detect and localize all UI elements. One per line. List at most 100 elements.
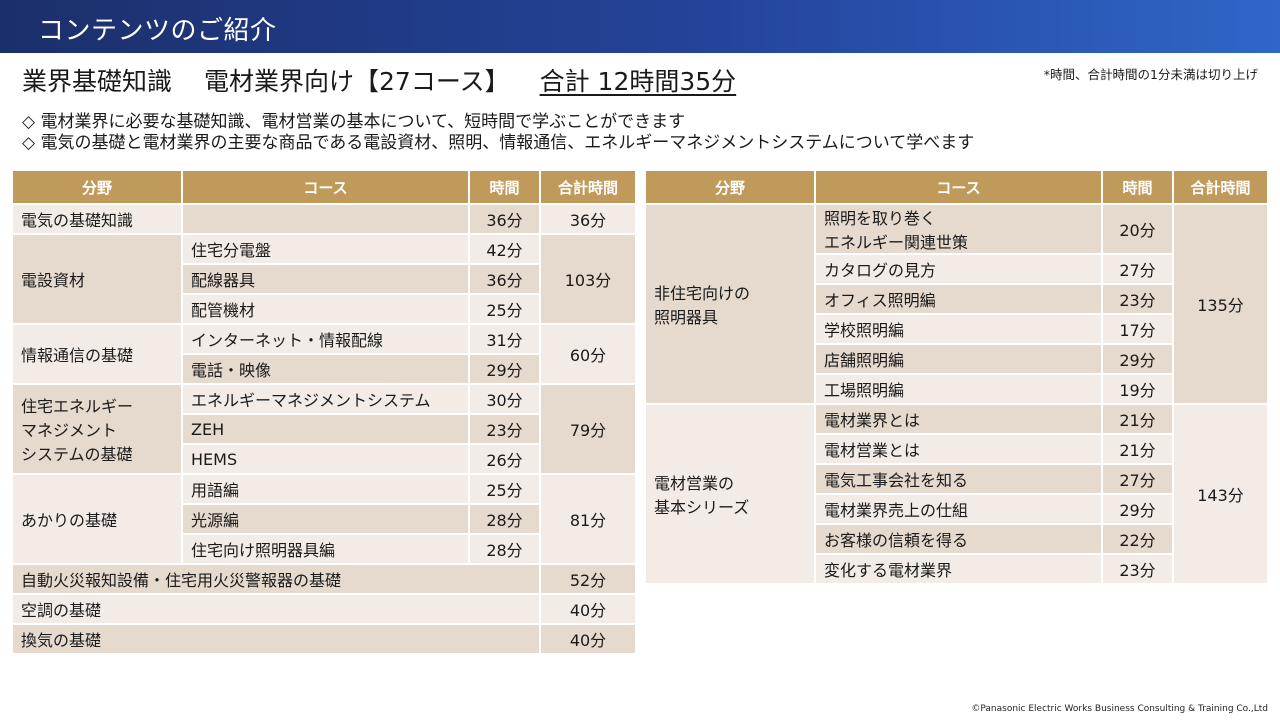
table-row: 電材業界売上の仕組 29分 <box>645 493 1268 525</box>
time-cell: 29分 <box>468 353 541 385</box>
description-bullets: ◇ 電材業界に必要な基礎知識、電材営業の基本について、短時間で学ぶことができます… <box>22 112 974 154</box>
time-cell: 23分 <box>468 413 541 445</box>
header-field: 分野 <box>11 169 183 205</box>
field-cell: あかりの基礎 <box>11 473 183 565</box>
field-cell: 情報通信の基礎 <box>11 323 183 385</box>
bullet-item: ◇ 電材業界に必要な基礎知識、電材営業の基本について、短時間で学ぶことができます <box>22 112 686 132</box>
total-cell: 79分 <box>539 383 637 475</box>
time-cell: 31分 <box>468 323 541 355</box>
time-cell: 28分 <box>468 503 541 535</box>
header-course: コース <box>181 169 470 205</box>
field-cell: 電材営業の 基本シリーズ <box>644 403 816 585</box>
table-row: オフィス照明編 23分 <box>645 283 1268 315</box>
total-cell: 135分 <box>1172 203 1269 405</box>
table-row: 電材営業の 基本シリーズ 電材業界とは 21分 143分 <box>644 403 1269 585</box>
copyright: ©Panasonic Electric Works Business Consu… <box>971 704 1268 714</box>
course-cell: 配線器具 <box>181 263 470 295</box>
time-cell: 23分 <box>1101 283 1174 315</box>
total-cell: 52分 <box>539 563 637 595</box>
course-cell <box>181 203 470 235</box>
time-cell: 42分 <box>468 233 541 265</box>
field-cell: 住宅エネルギー マネジメント システムの基礎 <box>11 383 183 475</box>
course-cell: 住宅向け照明器具編 <box>181 533 470 565</box>
course-cell: HEMS <box>181 443 470 475</box>
left-course-table: 分野 コース 時間 合計時間 電気の基礎知識 36分 36分 電設資材 住宅分電盤 42分… <box>11 169 637 655</box>
course-cell: お客様の信頼を得る <box>814 523 1103 555</box>
header-time: 時間 <box>468 169 541 205</box>
time-cell: 27分 <box>1101 463 1174 495</box>
table-row: 変化する電材業界 23分 <box>645 553 1268 585</box>
headline-field: 業界基礎知識 <box>22 67 173 96</box>
table-row: ZEH 23分 <box>12 413 636 445</box>
time-cell: 17分 <box>1101 313 1174 345</box>
total-cell: 60分 <box>539 323 637 385</box>
headline-target: 電材業界向け【27コース】 <box>204 67 510 96</box>
time-cell: 29分 <box>1101 493 1174 525</box>
table-row: 店舗照明編 29分 <box>645 343 1268 375</box>
course-cell: エネルギーマネジメントシステム <box>181 383 470 415</box>
course-cell: 配管機材 <box>181 293 470 325</box>
total-cell: 40分 <box>539 593 637 625</box>
course-cell: オフィス照明編 <box>814 283 1103 315</box>
time-cell: 29分 <box>1101 343 1174 375</box>
table-row: 電話・映像 29分 <box>12 353 636 385</box>
total-cell: 40分 <box>539 623 637 655</box>
course-cell: 電話・映像 <box>181 353 470 385</box>
bullet-item: ◇ 電気の基礎と電材業界の主要な商品である電設資材、照明、情報通信、エネルギーマ… <box>22 133 975 153</box>
time-cell: 25分 <box>468 293 541 325</box>
headline: 業界基礎知識 電材業界向け【27コース】 合計 12時間35分 <box>22 62 736 98</box>
time-cell: 25分 <box>468 473 541 505</box>
course-cell: カタログの見方 <box>814 253 1103 285</box>
time-cell: 27分 <box>1101 253 1174 285</box>
course-cell: 電材営業とは <box>814 433 1103 465</box>
wide-label-cell: 換気の基礎 <box>11 623 541 655</box>
course-cell: 用語編 <box>181 473 470 505</box>
course-cell: 照明を取り巻く エネルギー関連世策 <box>814 203 1103 255</box>
course-cell: 変化する電材業界 <box>814 553 1103 585</box>
field-cell: 電設資材 <box>11 233 183 325</box>
course-cell: 光源編 <box>181 503 470 535</box>
table-row: 配管機材 25分 <box>12 293 636 325</box>
table-row: あかりの基礎 用語編 25分 81分 <box>11 473 637 565</box>
header-course: コース <box>814 169 1103 205</box>
course-cell: 住宅分電盤 <box>181 233 470 265</box>
time-cell: 26分 <box>468 443 541 475</box>
table-row: お客様の信頼を得る 22分 <box>645 523 1268 555</box>
time-cell: 36分 <box>468 263 541 295</box>
time-cell: 23分 <box>1101 553 1174 585</box>
wide-label-cell: 自動火災報知設備・住宅用火災警報器の基礎 <box>11 563 541 595</box>
rounding-note: *時間、合計時間の1分未満は切り上げ <box>1043 67 1258 82</box>
course-cell: 店舗照明編 <box>814 343 1103 375</box>
course-cell: 電材業界売上の仕組 <box>814 493 1103 525</box>
table-row: 空調の基礎 40分 <box>11 593 637 625</box>
right-course-table: 分野 コース 時間 合計時間 非住宅向けの 照明器具 照明を取り巻く エネルギー関連世… <box>644 169 1269 585</box>
table-row: HEMS 26分 <box>12 443 636 475</box>
table-header-row: 分野 コース 時間 合計時間 <box>11 169 637 205</box>
header-field: 分野 <box>644 169 816 205</box>
course-cell: 工場照明編 <box>814 373 1103 405</box>
total-cell: 103分 <box>539 233 637 325</box>
page-title: コンテンツのご紹介 <box>38 16 277 46</box>
time-cell: 28分 <box>468 533 541 565</box>
course-cell: 学校照明編 <box>814 313 1103 345</box>
time-cell: 22分 <box>1101 523 1174 555</box>
total-cell: 143分 <box>1172 403 1269 585</box>
time-cell: 21分 <box>1101 403 1174 435</box>
field-cell: 電気の基礎知識 <box>11 203 183 235</box>
table-row: 電気の基礎知識 36分 36分 <box>11 203 637 235</box>
course-cell: 電材業界とは <box>814 403 1103 435</box>
table-row: 自動火災報知設備・住宅用火災警報器の基礎 52分 <box>11 563 637 595</box>
total-cell: 36分 <box>539 203 637 235</box>
table-row: 配線器具 36分 <box>12 263 636 295</box>
table-header-row: 分野 コース 時間 合計時間 <box>644 169 1269 205</box>
table-row: 換気の基礎 40分 <box>11 623 637 655</box>
time-cell: 19分 <box>1101 373 1174 405</box>
course-cell: ZEH <box>181 413 470 445</box>
title-banner: コンテンツのご紹介 <box>0 0 1280 53</box>
header-total: 合計時間 <box>539 169 637 205</box>
header-total: 合計時間 <box>1172 169 1269 205</box>
wide-label-cell: 空調の基礎 <box>11 593 541 625</box>
course-cell: 電気工事会社を知る <box>814 463 1103 495</box>
total-cell: 81分 <box>539 473 637 565</box>
time-cell: 36分 <box>468 203 541 235</box>
